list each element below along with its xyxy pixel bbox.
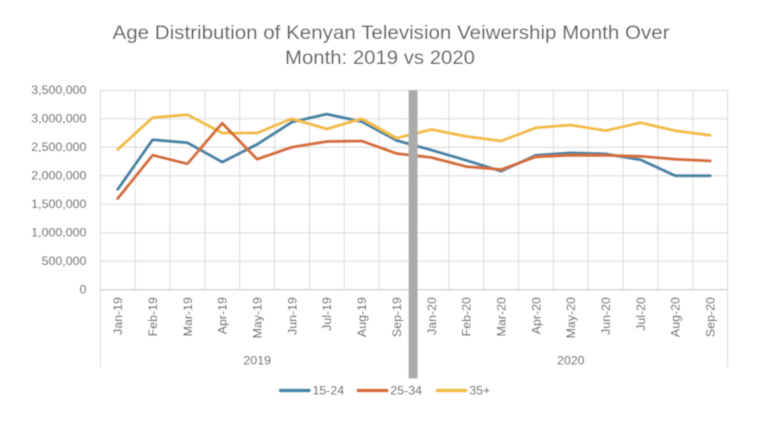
svg-text:Jan-20: Jan-20 <box>425 297 439 335</box>
svg-text:Aug-20: Aug-20 <box>669 297 683 337</box>
svg-text:25-34: 25-34 <box>390 384 422 398</box>
svg-text:Jun-20: Jun-20 <box>599 297 613 335</box>
svg-text:Jul-19: Jul-19 <box>320 297 334 331</box>
svg-text:Jul-20: Jul-20 <box>634 297 648 331</box>
svg-text:0: 0 <box>79 283 86 297</box>
svg-text:Sep-19: Sep-19 <box>390 297 404 337</box>
svg-text:35+: 35+ <box>469 384 490 398</box>
svg-text:2,000,000: 2,000,000 <box>31 169 86 183</box>
svg-text:Feb-20: Feb-20 <box>460 297 474 336</box>
svg-text:Apr-20: Apr-20 <box>529 297 543 334</box>
svg-text:Mar-20: Mar-20 <box>495 297 509 336</box>
svg-text:Aug-19: Aug-19 <box>355 297 369 337</box>
svg-text:Age Distribution of Kenyan Tel: Age Distribution of Kenyan Television Ve… <box>113 22 671 44</box>
svg-text:Jan-19: Jan-19 <box>111 297 125 335</box>
svg-text:May-20: May-20 <box>564 297 578 338</box>
svg-text:Sep-20: Sep-20 <box>704 297 718 337</box>
svg-text:Apr-19: Apr-19 <box>216 297 230 334</box>
svg-text:Jun-19: Jun-19 <box>285 297 299 335</box>
svg-text:15-24: 15-24 <box>313 384 345 398</box>
svg-text:May-19: May-19 <box>251 297 265 338</box>
svg-text:2019: 2019 <box>243 353 271 367</box>
svg-text:3,500,000: 3,500,000 <box>31 83 86 97</box>
svg-text:1,500,000: 1,500,000 <box>31 197 86 211</box>
svg-text:Mar-19: Mar-19 <box>181 297 195 336</box>
svg-text:Feb-19: Feb-19 <box>146 297 160 336</box>
svg-text:2020: 2020 <box>557 353 585 367</box>
svg-text:2,500,000: 2,500,000 <box>31 140 86 154</box>
svg-text:3,000,000: 3,000,000 <box>31 112 86 126</box>
svg-text:500,000: 500,000 <box>42 254 87 268</box>
svg-text:1,000,000: 1,000,000 <box>31 226 86 240</box>
svg-text:Month: 2019 vs 2020: Month: 2019 vs 2020 <box>285 47 475 69</box>
